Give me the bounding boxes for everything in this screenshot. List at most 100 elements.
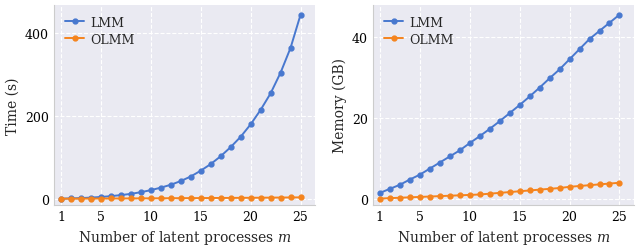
LMM [526, 96, 534, 99]
OLMM [416, 196, 424, 199]
Legend: LMM, OLMM: LMM, OLMM [59, 11, 141, 53]
LMM [67, 197, 75, 200]
LMM [147, 189, 155, 192]
OLMM [426, 195, 434, 198]
OLMM [376, 197, 384, 200]
OLMM [217, 197, 225, 200]
LMM [486, 128, 493, 131]
LMM [276, 72, 284, 75]
LMM [197, 170, 205, 173]
OLMM [556, 187, 563, 190]
OLMM [127, 197, 134, 200]
OLMM [406, 196, 413, 199]
Line: OLMM: OLMM [378, 181, 622, 201]
LMM [446, 155, 454, 158]
OLMM [476, 193, 484, 196]
OLMM [506, 191, 513, 194]
LMM [157, 186, 164, 190]
LMM [496, 120, 504, 123]
OLMM [117, 197, 125, 200]
LMM [605, 22, 613, 25]
LMM [616, 14, 623, 17]
LMM [576, 48, 584, 51]
OLMM [97, 197, 105, 200]
OLMM [147, 197, 155, 200]
LMM [237, 136, 244, 139]
OLMM [516, 190, 524, 193]
OLMM [596, 183, 604, 186]
OLMM [616, 181, 623, 184]
OLMM [57, 197, 65, 200]
Line: LMM: LMM [378, 13, 622, 196]
LMM [297, 14, 305, 17]
LMM [386, 187, 394, 191]
OLMM [187, 197, 195, 200]
LMM [406, 178, 413, 181]
OLMM [267, 196, 275, 199]
Y-axis label: Memory (GB): Memory (GB) [332, 58, 346, 153]
OLMM [177, 197, 184, 200]
OLMM [157, 197, 164, 200]
LMM [227, 146, 234, 149]
LMM [546, 77, 554, 80]
OLMM [446, 195, 454, 198]
LMM [516, 104, 524, 107]
LMM [416, 173, 424, 176]
LMM [426, 167, 434, 170]
OLMM [526, 189, 534, 192]
LMM [207, 163, 214, 166]
LMM [476, 135, 484, 138]
LMM [287, 47, 294, 50]
LMM [257, 109, 264, 112]
LMM [177, 180, 184, 183]
LMM [396, 183, 404, 186]
LMM [107, 195, 115, 198]
LMM [267, 92, 275, 96]
LMM [466, 142, 474, 145]
OLMM [546, 187, 554, 191]
LMM [217, 155, 225, 158]
OLMM [605, 182, 613, 185]
OLMM [486, 193, 493, 196]
OLMM [237, 197, 244, 200]
OLMM [287, 196, 294, 199]
LMM [556, 69, 563, 72]
OLMM [536, 188, 543, 192]
OLMM [137, 197, 145, 200]
LMM [536, 87, 543, 90]
LMM [77, 197, 84, 200]
OLMM [87, 197, 95, 200]
OLMM [436, 195, 444, 198]
LMM [87, 196, 95, 199]
OLMM [456, 194, 463, 197]
X-axis label: Number of latent processes $m$: Number of latent processes $m$ [78, 229, 292, 246]
Line: OLMM: OLMM [58, 195, 303, 201]
LMM [436, 161, 444, 164]
LMM [97, 196, 105, 199]
OLMM [77, 197, 84, 200]
OLMM [227, 197, 234, 200]
LMM [247, 123, 255, 127]
Line: LMM: LMM [58, 13, 303, 201]
OLMM [386, 197, 394, 200]
LMM [566, 58, 573, 61]
Legend: LMM, OLMM: LMM, OLMM [378, 11, 460, 53]
OLMM [496, 192, 504, 195]
LMM [596, 30, 604, 33]
LMM [187, 175, 195, 178]
OLMM [207, 197, 214, 200]
OLMM [297, 196, 305, 199]
LMM [137, 191, 145, 194]
OLMM [67, 197, 75, 200]
Y-axis label: Time (s): Time (s) [6, 77, 20, 134]
OLMM [107, 197, 115, 200]
LMM [506, 112, 513, 115]
OLMM [576, 185, 584, 188]
OLMM [247, 197, 255, 200]
LMM [167, 183, 175, 186]
OLMM [257, 196, 264, 199]
LMM [117, 194, 125, 197]
LMM [456, 149, 463, 152]
OLMM [197, 197, 205, 200]
LMM [376, 192, 384, 195]
